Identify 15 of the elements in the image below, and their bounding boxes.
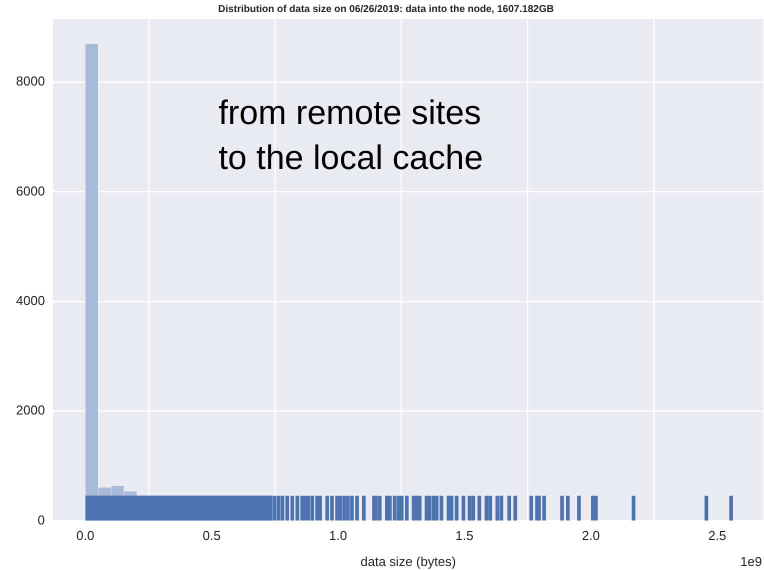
x-tick-label: 0.5 — [202, 528, 221, 544]
chart-title: Distribution of data size on 06/26/2019: data into the node, 1607.182GB — [218, 4, 554, 15]
x-tick-label: 0.0 — [76, 528, 94, 544]
y-tick-label: 4000 — [16, 293, 45, 308]
annotation: from remote sites to the local cache — [218, 94, 484, 177]
y-tick-label: 2000 — [16, 402, 45, 418]
x-tick-label: 1.0 — [329, 528, 348, 544]
x-axis-title: data size (bytes) — [360, 554, 456, 569]
text: 1e9 — [740, 554, 762, 569]
x-tick-label: 1.5 — [455, 528, 474, 544]
x-tick-label: 2.5 — [708, 528, 726, 544]
y-tick-label: 0 — [38, 512, 45, 528]
x-tick-label: 2.0 — [582, 528, 600, 544]
y-tick-label: 8000 — [16, 74, 45, 89]
y-tick-label: 6000 — [16, 183, 45, 198]
